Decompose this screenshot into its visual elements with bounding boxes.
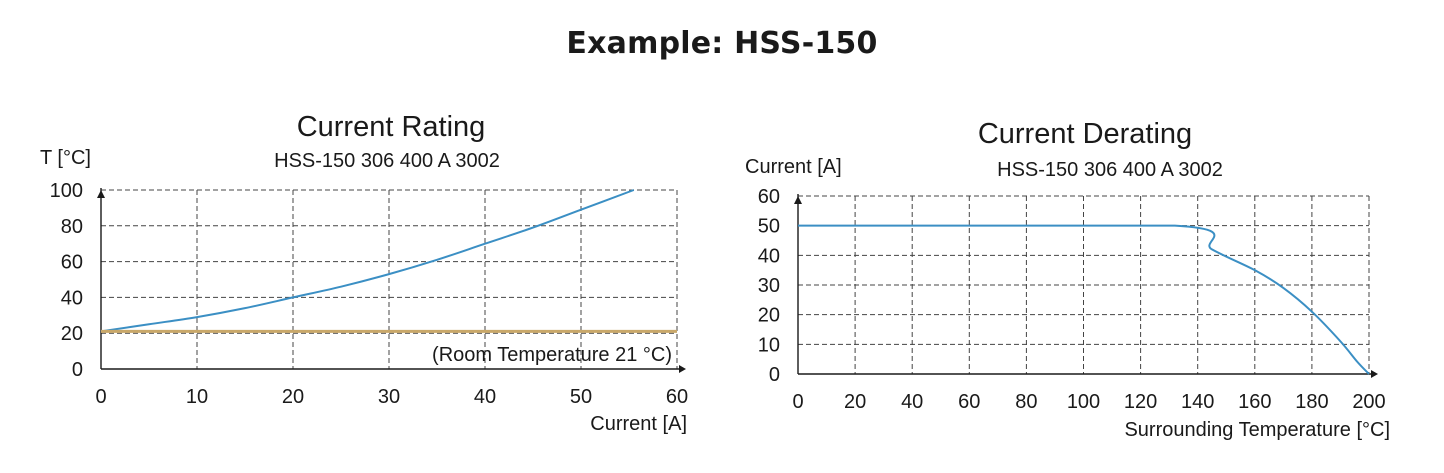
chart2-x-tick-label: 100 bbox=[1067, 391, 1100, 413]
chart1-x-tick-label: 30 bbox=[378, 386, 400, 408]
chart2-axes bbox=[794, 194, 1378, 378]
chart2-x-tick-label: 120 bbox=[1124, 391, 1157, 413]
chart2-x-ticks: 0 20 40 60 80 100 120 140 160 180 200 bbox=[792, 391, 1385, 413]
chart1-x-arrow bbox=[679, 365, 686, 373]
derating-curve bbox=[798, 224, 1370, 375]
chart2-series bbox=[798, 224, 1370, 375]
chart1-y-tick-label: 60 bbox=[61, 252, 83, 274]
chart2-x-axis-label: Surrounding Temperature [°C] bbox=[1124, 419, 1390, 441]
chart2-y-tick-label: 50 bbox=[758, 216, 780, 238]
chart1-x-tick-label: 60 bbox=[666, 386, 688, 408]
chart2-y-tick-label: 30 bbox=[758, 275, 780, 297]
chart2-title: Current Derating bbox=[978, 118, 1192, 150]
chart1-subtitle: HSS-150 306 400 A 3002 bbox=[274, 150, 500, 172]
chart2-x-tick-label: 40 bbox=[901, 391, 923, 413]
chart2-x-tick-label: 200 bbox=[1352, 391, 1385, 413]
chart1-x-axis-label: Current [A] bbox=[590, 413, 687, 435]
chart2-y-tick-label: 10 bbox=[758, 334, 780, 356]
current-derating-chart: Current Derating HSS-150 306 400 A 3002 … bbox=[745, 118, 1390, 441]
chart2-x-tick-label: 160 bbox=[1238, 391, 1271, 413]
page-title: Example: HSS-150 bbox=[566, 26, 878, 61]
chart2-y-ticks: 0 10 20 30 40 50 60 bbox=[758, 186, 780, 386]
chart1-x-tick-label: 20 bbox=[282, 386, 304, 408]
room-temperature-annotation: (Room Temperature 21 °C) bbox=[432, 344, 672, 366]
chart1-y-tick-label: 80 bbox=[61, 216, 83, 238]
chart2-x-tick-label: 60 bbox=[958, 391, 980, 413]
chart2-y-axis-label: Current [A] bbox=[745, 156, 842, 178]
chart1-y-ticks: 0 20 40 60 80 100 bbox=[50, 180, 83, 381]
chart1-x-tick-label: 0 bbox=[95, 386, 106, 408]
chart2-x-tick-label: 0 bbox=[792, 391, 803, 413]
chart1-x-tick-label: 40 bbox=[474, 386, 496, 408]
chart1-y-tick-label: 20 bbox=[61, 323, 83, 345]
chart2-y-arrow bbox=[794, 196, 802, 204]
chart1-x-tick-label: 50 bbox=[570, 386, 592, 408]
chart2-x-tick-label: 140 bbox=[1181, 391, 1214, 413]
chart2-x-tick-label: 80 bbox=[1015, 391, 1037, 413]
chart1-x-tick-label: 10 bbox=[186, 386, 208, 408]
chart2-y-tick-label: 20 bbox=[758, 305, 780, 327]
chart2-x-arrow bbox=[1371, 370, 1378, 378]
chart1-axes bbox=[97, 188, 686, 373]
chart1-y-axis-label: T [°C] bbox=[40, 147, 91, 169]
current-rating-chart: Current Rating HSS-150 306 400 A 3002 T … bbox=[40, 111, 688, 435]
temperature-curve bbox=[100, 189, 635, 333]
chart1-title: Current Rating bbox=[297, 111, 486, 143]
chart2-y-tick-label: 0 bbox=[769, 364, 780, 386]
chart2-y-tick-label: 60 bbox=[758, 186, 780, 208]
chart1-x-ticks: 0 10 20 30 40 50 60 bbox=[95, 386, 688, 408]
chart1-gridlines bbox=[101, 189, 678, 369]
chart1-series bbox=[100, 189, 677, 333]
chart2-x-tick-label: 180 bbox=[1295, 391, 1328, 413]
chart2-x-tick-label: 20 bbox=[844, 391, 866, 413]
chart1-y-tick-label: 0 bbox=[72, 359, 83, 381]
chart2-y-tick-label: 40 bbox=[758, 245, 780, 267]
chart2-gridlines bbox=[798, 195, 1370, 374]
chart1-y-tick-label: 40 bbox=[61, 287, 83, 309]
chart1-y-tick-label: 100 bbox=[50, 180, 83, 202]
chart1-y-arrow bbox=[97, 190, 105, 198]
chart2-subtitle: HSS-150 306 400 A 3002 bbox=[997, 159, 1223, 181]
